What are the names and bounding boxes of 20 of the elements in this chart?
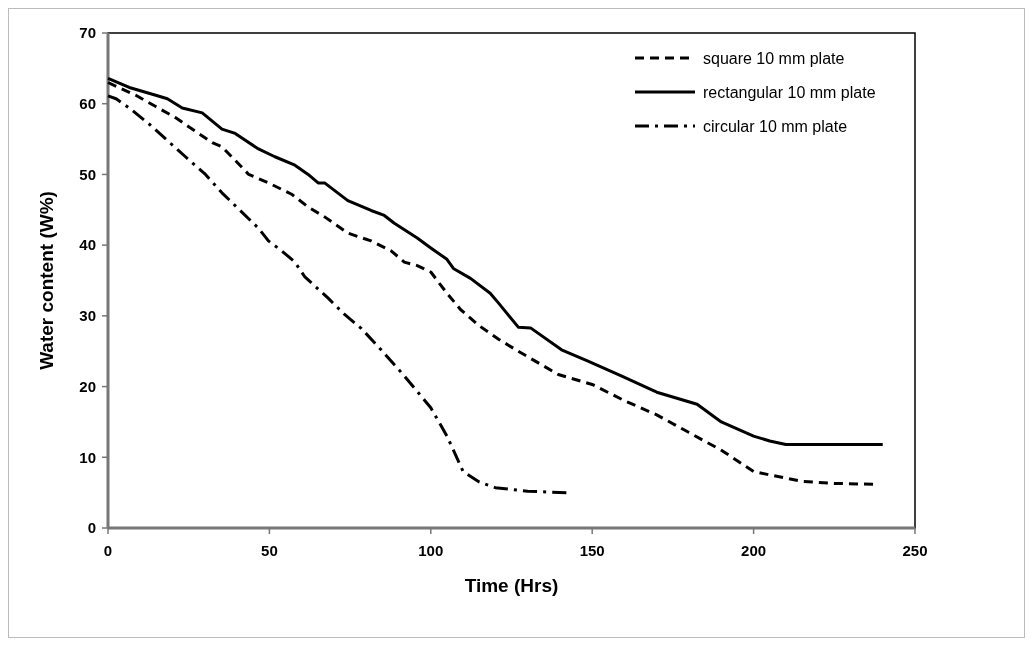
y-tick-label: 40 [79, 236, 96, 254]
y-tick-label: 50 [79, 165, 96, 183]
line-series [106, 94, 568, 495]
x-axis-title: Time (Hrs) [464, 575, 559, 596]
x-tick-label: 0 [103, 542, 113, 559]
y-axis-title: Water content (W%) [36, 191, 57, 370]
y-tick-label: 70 [79, 24, 96, 42]
x-tick-label: 150 [579, 542, 605, 559]
x-tick-label: 100 [418, 542, 444, 559]
y-tick-label: 10 [79, 448, 96, 466]
legend-label: rectangular 10 mm plate [703, 83, 876, 101]
y-tick-label: 20 [79, 377, 96, 395]
x-tick-label: 200 [741, 542, 767, 559]
x-tick-label: 250 [902, 542, 928, 559]
y-tick-label: 60 [79, 94, 96, 112]
y-tick-label: 0 [87, 519, 96, 537]
y-tick-label: 30 [79, 307, 96, 325]
legend-label: square 10 mm plate [703, 49, 845, 67]
x-tick-label: 50 [261, 542, 278, 559]
legend-label: circular 10 mm plate [703, 117, 848, 135]
